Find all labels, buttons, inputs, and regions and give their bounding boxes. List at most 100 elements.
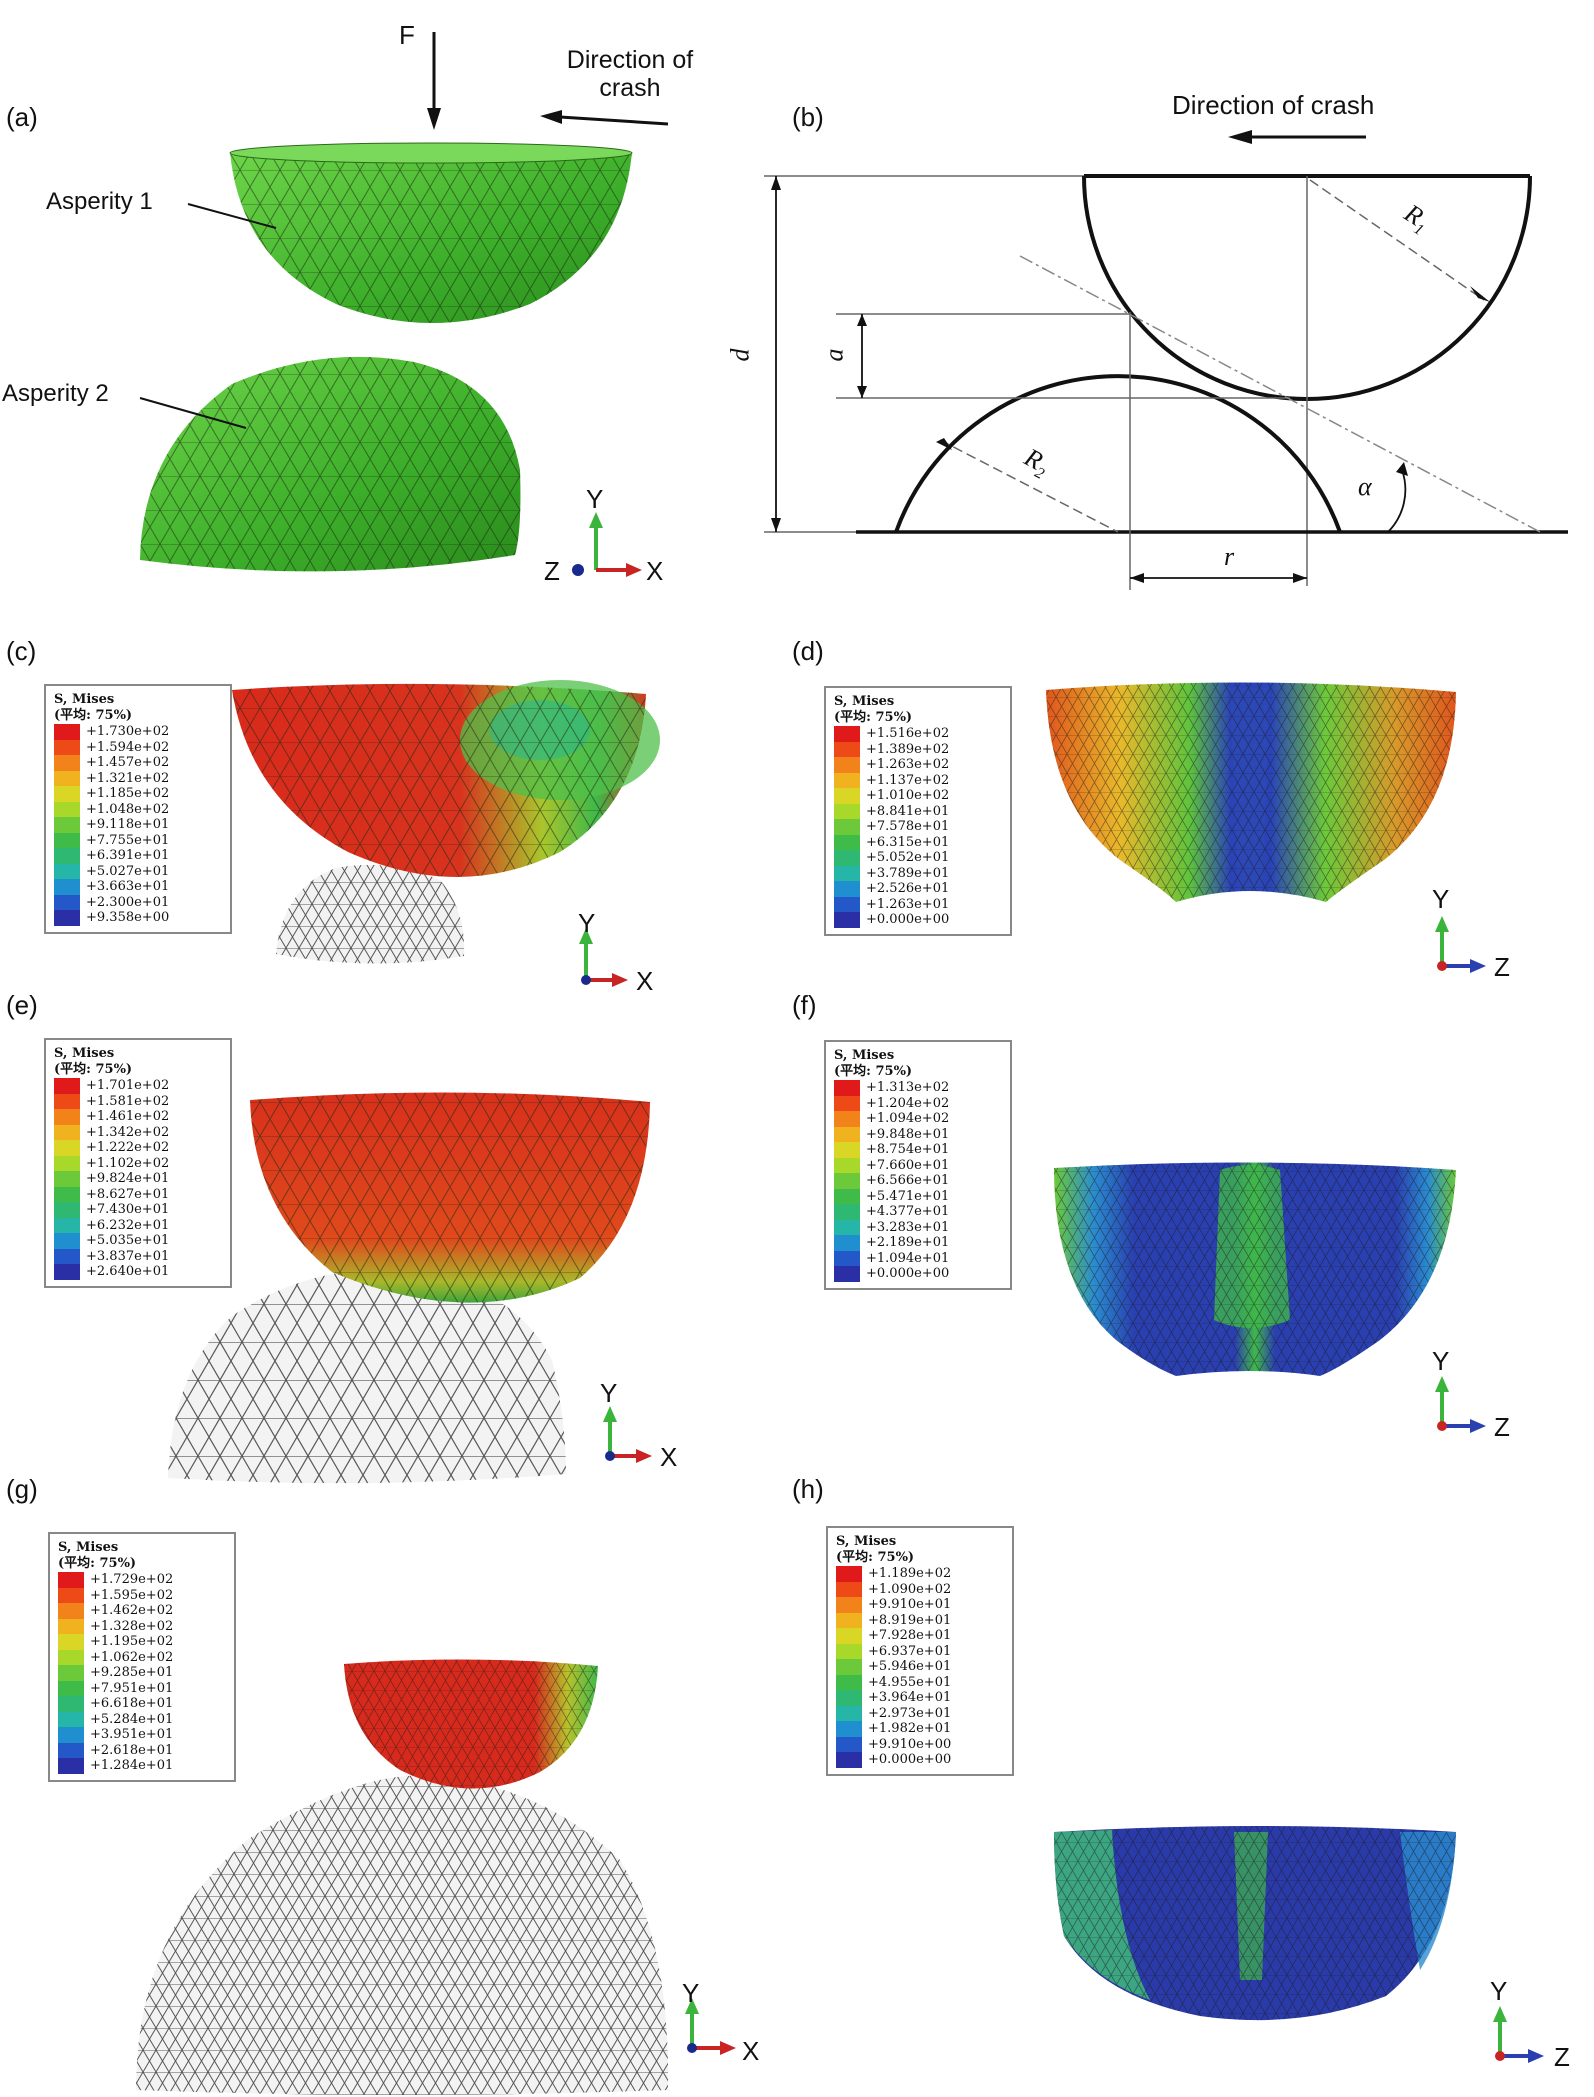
legend-swatch <box>834 896 860 912</box>
axis-y-a: Y <box>586 484 604 514</box>
legend-value: +1.284e+01 <box>90 1758 174 1774</box>
legend-row: +3.283e+01 <box>834 1219 1002 1235</box>
legend-swatch <box>54 894 80 910</box>
dim-r-label: r <box>1224 542 1235 571</box>
legend-value: +5.284e+01 <box>90 1711 174 1727</box>
legend-value: +3.283e+01 <box>866 1219 950 1235</box>
legend-swatch <box>58 1680 84 1696</box>
legend-value: +6.232e+01 <box>86 1217 170 1233</box>
panel-label-c: (c) <box>6 636 37 666</box>
legend-row: +3.837e+01 <box>54 1248 222 1264</box>
legend-row: +1.189e+02 <box>836 1566 1004 1582</box>
legend-swatch <box>54 1202 80 1218</box>
legend-swatch <box>836 1721 862 1737</box>
legend-swatch <box>836 1752 862 1768</box>
legend-row: +7.755e+01 <box>54 832 222 848</box>
legend-value: +1.342e+02 <box>86 1124 170 1140</box>
legend-swatch <box>54 848 80 864</box>
legend-value: +1.730e+02 <box>86 724 170 740</box>
legend-average: (平均: 75%) <box>834 1064 913 1079</box>
legend-title: S, Mises <box>58 1540 119 1555</box>
stress-legend-c: S, Mises (平均: 75%) +1.730e+02 +1.594e+02 +… <box>44 684 232 934</box>
legend-row: +1.062e+02 <box>58 1649 226 1665</box>
legend-value: +7.430e+01 <box>86 1202 170 1218</box>
legend-value: +1.313e+02 <box>866 1080 950 1096</box>
legend-row: +8.919e+01 <box>836 1612 1004 1628</box>
legend-row: +7.430e+01 <box>54 1202 222 1218</box>
legend-swatch <box>54 1155 80 1171</box>
axis-triad-g <box>685 1998 736 2055</box>
panel-label-g: (g) <box>6 1474 38 1504</box>
legend-row: +1.094e+02 <box>834 1111 1002 1127</box>
legend-value: +5.946e+01 <box>868 1659 952 1675</box>
stress-legend-d: S, Mises (平均: 75%) +1.516e+02 +1.389e+02 +… <box>824 686 1012 936</box>
legend-row: +2.526e+01 <box>834 881 1002 897</box>
legend-row: +1.185e+02 <box>54 786 222 802</box>
legend-swatch <box>54 1109 80 1125</box>
crash-direction-arrow-a <box>540 110 669 126</box>
legend-value: +1.222e+02 <box>86 1140 170 1156</box>
legend-swatch <box>58 1711 84 1727</box>
axis-triad-f <box>1435 1376 1486 1433</box>
legend-value: +1.094e+01 <box>866 1250 950 1266</box>
legend-row: +1.102e+02 <box>54 1155 222 1171</box>
legend-row: +1.263e+02 <box>834 757 1002 773</box>
legend-value: +0.000e+00 <box>866 1266 950 1282</box>
legend-swatch <box>58 1587 84 1603</box>
axis-z-d: Z <box>1494 952 1510 982</box>
legend-value: +9.824e+01 <box>86 1171 170 1187</box>
legend-value: +3.837e+01 <box>86 1248 170 1264</box>
legend-swatch <box>58 1742 84 1758</box>
legend-swatch <box>834 1111 860 1127</box>
axis-triad-h <box>1493 2006 1544 2063</box>
axis-y-h: Y <box>1490 1976 1508 2006</box>
legend-value: +1.137e+02 <box>866 772 950 788</box>
legend-swatch <box>58 1572 84 1588</box>
legend-swatch <box>834 1266 860 1282</box>
legend-row: +1.730e+02 <box>54 724 222 740</box>
legend-value: +6.391e+01 <box>86 848 170 864</box>
legend-value: +2.640e+01 <box>86 1264 170 1280</box>
panel-label-h: (h) <box>792 1474 824 1504</box>
axis-x-e: X <box>660 1442 678 1472</box>
legend-row: +5.471e+01 <box>834 1188 1002 1204</box>
legend-swatch <box>834 1204 860 1220</box>
angle-alpha-label: α <box>1358 472 1372 501</box>
legend-row: +8.627e+01 <box>54 1186 222 1202</box>
asperity-2-mesh <box>140 356 521 572</box>
legend-value: +3.964e+01 <box>868 1690 952 1706</box>
legend-row: +1.457e+02 <box>54 755 222 771</box>
asperity-2-label: Asperity 2 <box>2 380 109 407</box>
legend-swatch <box>54 1248 80 1264</box>
legend-value: +1.581e+02 <box>86 1093 170 1109</box>
axis-y-g: Y <box>682 1978 700 2008</box>
legend-swatch <box>54 1093 80 1109</box>
legend-value: +0.000e+00 <box>866 912 950 928</box>
asperity-1-mesh <box>229 142 633 323</box>
legend-swatch <box>54 1171 80 1187</box>
legend-row: +4.955e+01 <box>836 1674 1004 1690</box>
legend-row: +9.824e+01 <box>54 1171 222 1187</box>
legend-row: +6.391e+01 <box>54 848 222 864</box>
legend-swatch <box>54 801 80 817</box>
legend-value: +7.578e+01 <box>866 819 950 835</box>
legend-swatch <box>54 724 80 740</box>
axis-y-e: Y <box>600 1378 618 1408</box>
legend-swatch <box>834 741 860 757</box>
legend-row: +1.581e+02 <box>54 1093 222 1109</box>
panel-label-d: (d) <box>792 636 824 666</box>
legend-average: (平均: 75%) <box>836 1550 915 1565</box>
legend-swatch <box>836 1581 862 1597</box>
legend-row: +9.358e+00 <box>54 910 222 926</box>
legend-row: +3.964e+01 <box>836 1690 1004 1706</box>
legend-row: +6.566e+01 <box>834 1173 1002 1189</box>
legend-swatch <box>836 1705 862 1721</box>
legend-value: +7.660e+01 <box>866 1157 950 1173</box>
crash-direction-label-b: Direction of crash <box>1172 90 1375 120</box>
legend-row: +3.951e+01 <box>58 1727 226 1743</box>
legend-value: +1.090e+02 <box>868 1581 952 1597</box>
legend-swatch <box>834 803 860 819</box>
panel-g-figure <box>136 1659 736 2095</box>
legend-average: (平均: 75%) <box>58 1556 137 1571</box>
legend-value: +1.982e+01 <box>868 1721 952 1737</box>
